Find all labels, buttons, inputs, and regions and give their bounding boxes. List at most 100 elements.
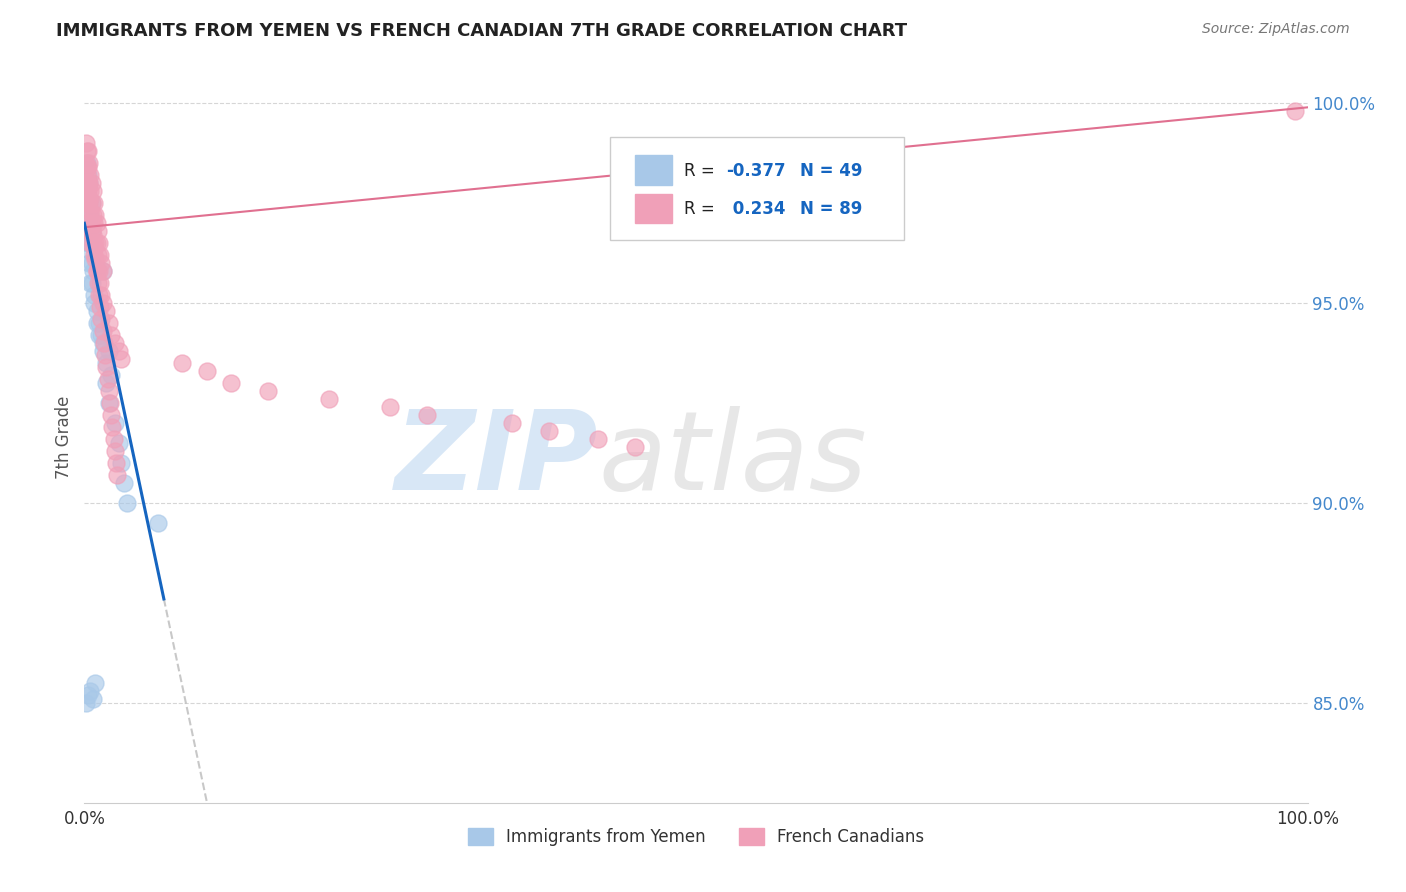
Point xyxy=(380,400,402,414)
Point xyxy=(86,236,108,251)
Point xyxy=(79,208,101,222)
Point xyxy=(87,288,110,302)
FancyBboxPatch shape xyxy=(636,155,672,185)
Point xyxy=(502,416,524,430)
Point xyxy=(89,300,111,314)
Point xyxy=(100,408,122,422)
Text: R =: R = xyxy=(683,200,720,218)
Point xyxy=(86,216,108,230)
Point xyxy=(77,688,100,702)
Point xyxy=(75,196,97,211)
Point xyxy=(82,208,104,222)
Point xyxy=(86,264,108,278)
Point xyxy=(80,196,103,211)
Point xyxy=(91,344,114,359)
Point xyxy=(84,252,107,267)
Point xyxy=(100,368,122,383)
Point xyxy=(104,444,127,458)
Point xyxy=(89,276,111,290)
Point xyxy=(146,516,169,530)
Point xyxy=(77,180,100,194)
Point xyxy=(87,316,110,330)
Point xyxy=(80,256,103,270)
Point xyxy=(93,336,115,351)
Point xyxy=(83,296,105,310)
Point xyxy=(110,352,132,367)
Point xyxy=(79,204,101,219)
Point xyxy=(80,176,103,190)
Point xyxy=(77,176,100,190)
Point xyxy=(83,288,105,302)
Point xyxy=(195,364,218,378)
Point xyxy=(104,336,127,351)
Point xyxy=(90,288,112,302)
Text: N = 49: N = 49 xyxy=(800,161,862,180)
Point xyxy=(77,145,100,159)
Point xyxy=(83,216,105,230)
Point xyxy=(91,296,114,310)
Point xyxy=(96,360,118,375)
Point xyxy=(86,316,108,330)
Point xyxy=(77,196,100,211)
Point xyxy=(97,344,120,359)
Point xyxy=(624,440,647,454)
Point xyxy=(80,224,103,238)
Point xyxy=(75,136,97,151)
Y-axis label: 7th Grade: 7th Grade xyxy=(55,395,73,479)
Point xyxy=(76,145,98,159)
FancyBboxPatch shape xyxy=(636,194,672,224)
Point xyxy=(77,176,100,190)
Text: atlas: atlas xyxy=(598,406,866,513)
Point xyxy=(86,304,108,318)
Point xyxy=(79,244,101,259)
Point xyxy=(77,192,100,206)
Point xyxy=(98,396,121,410)
Point xyxy=(76,156,98,170)
Point xyxy=(103,432,125,446)
Point xyxy=(79,276,101,290)
Point xyxy=(75,156,97,170)
Point xyxy=(80,216,103,230)
Point xyxy=(91,264,114,278)
Point xyxy=(79,684,101,698)
Point xyxy=(91,336,114,351)
Text: -0.377: -0.377 xyxy=(727,161,786,180)
Text: Source: ZipAtlas.com: Source: ZipAtlas.com xyxy=(1202,22,1350,37)
Point xyxy=(77,256,100,270)
Point xyxy=(77,216,100,230)
Point xyxy=(75,176,97,190)
Point xyxy=(80,196,103,211)
Point xyxy=(77,176,100,190)
Point xyxy=(257,384,280,398)
Point xyxy=(100,328,122,343)
Point xyxy=(107,344,129,359)
Point xyxy=(82,228,104,243)
Point xyxy=(84,236,107,251)
Text: N = 89: N = 89 xyxy=(800,200,862,218)
Point xyxy=(79,236,101,251)
Point xyxy=(77,196,100,211)
Point xyxy=(76,184,98,198)
Point xyxy=(97,396,120,410)
Point xyxy=(77,236,100,251)
Point xyxy=(538,424,561,438)
Point xyxy=(79,169,101,183)
Point xyxy=(110,456,132,470)
Point xyxy=(91,324,114,338)
FancyBboxPatch shape xyxy=(610,137,904,240)
Point xyxy=(97,372,120,386)
Point xyxy=(115,496,138,510)
Legend: Immigrants from Yemen, French Canadians: Immigrants from Yemen, French Canadians xyxy=(461,822,931,853)
Text: R =: R = xyxy=(683,161,720,180)
Point xyxy=(101,420,124,434)
Point xyxy=(105,468,128,483)
Point xyxy=(87,264,110,278)
Point xyxy=(82,236,104,251)
Point xyxy=(77,196,100,211)
Point xyxy=(112,476,135,491)
Point xyxy=(91,264,114,278)
Point xyxy=(107,436,129,450)
Point xyxy=(586,432,609,446)
Point xyxy=(79,184,101,198)
Text: IMMIGRANTS FROM YEMEN VS FRENCH CANADIAN 7TH GRADE CORRELATION CHART: IMMIGRANTS FROM YEMEN VS FRENCH CANADIAN… xyxy=(56,22,907,40)
